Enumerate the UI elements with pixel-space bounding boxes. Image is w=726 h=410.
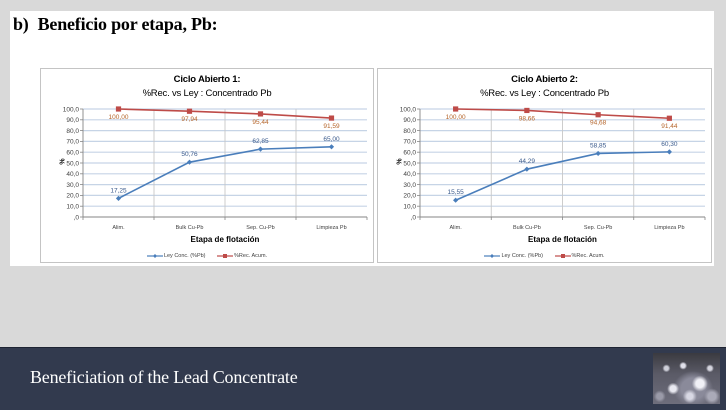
footer-title: Beneficiation of the Lead Concentrate xyxy=(30,367,298,387)
diamond-marker-icon xyxy=(666,149,672,155)
y-tick-label: 60,0 xyxy=(66,150,79,157)
data-label: 91,44 xyxy=(661,123,678,130)
legend-label: Ley Conc. (%Pb) xyxy=(501,253,544,259)
legend-item-rec: %Rec. Acum. xyxy=(554,253,605,259)
y-tick-label: 40,0 xyxy=(66,171,79,178)
x-category-label: Limpieza Pb xyxy=(316,225,346,231)
slide-footer: Beneficiation of the Lead Concentrate xyxy=(0,347,726,410)
y-tick-label: 10,0 xyxy=(403,204,416,211)
y-tick-label: 70,0 xyxy=(66,139,79,146)
series-line xyxy=(118,146,332,200)
diamond-marker-icon xyxy=(257,146,264,152)
x-axis-title: Etapa de flotación xyxy=(190,235,260,244)
y-tick-label: 50,0 xyxy=(403,160,416,167)
y-axis-title: % xyxy=(396,158,404,165)
legend-item-rec: %Rec. Acum. xyxy=(217,253,267,259)
data-label: 60,30 xyxy=(661,141,678,148)
x-category-label: Alim. xyxy=(450,225,463,231)
bubbles-image xyxy=(653,353,720,404)
y-axis-title: % xyxy=(59,158,67,165)
square-marker-icon xyxy=(453,106,459,112)
legend-label: %Rec. Acum. xyxy=(571,253,605,259)
x-category-label: Bulk Cu-Pb xyxy=(176,225,204,231)
data-label: 97,94 xyxy=(181,116,198,123)
square-marker-icon xyxy=(666,115,672,121)
y-tick-label: 50,0 xyxy=(66,160,79,167)
legend-label: %Rec. Acum. xyxy=(234,253,268,259)
y-tick-label: 90,0 xyxy=(66,117,79,124)
y-tick-label: 30,0 xyxy=(66,182,79,189)
square-marker-icon xyxy=(257,111,264,117)
line-square-marker-icon xyxy=(554,254,571,258)
diamond-marker-icon xyxy=(328,144,335,150)
line-diamond-marker-icon xyxy=(484,254,501,258)
chart-ciclo-abierto-1: ,0 10,0 20,0 30,0 40,0 50,0 60,0 70,0 80,0 90,0 10… xyxy=(40,68,374,263)
legend-label: Ley Conc. (%Pb) xyxy=(163,253,206,259)
x-category-label: Sep. Cu-Pb xyxy=(584,225,612,231)
data-label: 91,59 xyxy=(323,123,340,130)
heading-marker: b) xyxy=(13,14,29,34)
y-tick-label: 80,0 xyxy=(403,128,416,135)
chart-title: Ciclo Abierto 1: xyxy=(173,74,241,85)
y-tick-label: ,0 xyxy=(74,214,80,221)
chart-legend: Ley Conc. (%Pb) %Rec. Acum. xyxy=(378,253,711,261)
data-label: 15,55 xyxy=(447,189,464,196)
diamond-marker-icon xyxy=(115,195,122,201)
square-marker-icon xyxy=(186,108,193,114)
data-label: 100,00 xyxy=(109,114,129,121)
data-label: 94,68 xyxy=(590,120,607,127)
y-tick-label: 20,0 xyxy=(66,193,79,200)
chart-subtitle: %Rec. vs Ley : Concentrado Pb xyxy=(142,88,272,99)
square-marker-icon xyxy=(115,106,122,112)
x-category-label: Sep. Cu-Pb xyxy=(246,225,274,231)
y-tick-label: 10,0 xyxy=(66,204,79,211)
series-line xyxy=(118,108,332,119)
x-category-label: Alim. xyxy=(112,225,125,231)
chart-subtitle: %Rec. vs Ley : Concentrado Pb xyxy=(480,88,609,99)
line-square-marker-icon xyxy=(217,254,234,258)
y-tick-label: 70,0 xyxy=(403,139,416,146)
x-category-label: Limpieza Pb xyxy=(654,225,684,231)
legend-item-ley: Ley Conc. (%Pb) xyxy=(484,253,543,259)
line-diamond-marker-icon xyxy=(146,254,163,258)
chart-plot-area: ,0 10,0 20,0 30,0 40,0 50,0 60,0 70,0 80,0 90,0 10… xyxy=(400,106,706,231)
y-tick-label: 30,0 xyxy=(403,182,416,189)
chart-ciclo-abierto-2: ,0 10,0 20,0 30,0 40,0 50,0 60,0 70,0 80,0 90,0 10… xyxy=(377,68,712,263)
heading-text: Beneficio por etapa, Pb: xyxy=(37,14,218,34)
data-label: 62,85 xyxy=(252,138,269,145)
y-tick-label: 20,0 xyxy=(403,193,416,200)
y-tick-label: 60,0 xyxy=(403,150,416,157)
x-axis-title: Etapa de flotación xyxy=(528,235,597,244)
data-label: 17,25 xyxy=(110,187,127,194)
series-line xyxy=(455,108,670,120)
diamond-marker-icon xyxy=(186,159,193,165)
y-tick-label: 90,0 xyxy=(403,117,416,124)
y-tick-label: 100,0 xyxy=(400,106,417,113)
section-heading: b) Beneficio por etapa, Pb: xyxy=(13,14,218,35)
diamond-marker-icon xyxy=(453,197,459,203)
chart-legend: Ley Conc. (%Pb) %Rec. Acum. xyxy=(41,253,373,261)
diamond-marker-icon xyxy=(595,150,601,157)
data-label: 50,76 xyxy=(181,151,198,158)
data-label: 98,66 xyxy=(519,115,536,122)
legend-item-ley: Ley Conc. (%Pb) xyxy=(146,253,206,259)
y-tick-label: 80,0 xyxy=(66,128,79,135)
diamond-marker-icon xyxy=(524,166,530,172)
data-label: 65,00 xyxy=(323,136,340,143)
data-label: 95,44 xyxy=(252,119,269,126)
x-category-label: Bulk Cu-Pb xyxy=(513,225,541,231)
data-label: 58,85 xyxy=(590,142,607,149)
chart-plot-area: ,0 10,0 20,0 30,0 40,0 50,0 60,0 70,0 80,0 90,0 10… xyxy=(63,106,368,231)
chart-title: Ciclo Abierto 2: xyxy=(511,74,578,85)
y-tick-label: 40,0 xyxy=(403,171,416,178)
square-marker-icon xyxy=(595,112,601,118)
y-tick-label: ,0 xyxy=(411,214,417,221)
square-marker-icon xyxy=(524,107,530,114)
series-line xyxy=(455,151,670,201)
data-label: 44,29 xyxy=(519,158,536,165)
square-marker-icon xyxy=(328,115,335,121)
data-label: 100,00 xyxy=(446,114,466,121)
y-tick-label: 100,0 xyxy=(63,106,80,113)
